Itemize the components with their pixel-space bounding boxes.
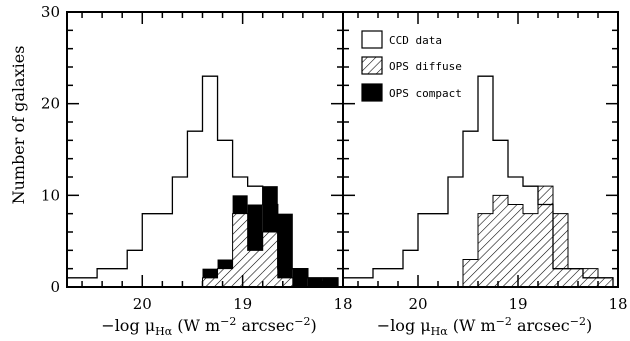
left-ops-compact-bar-12 <box>247 204 263 251</box>
legend-swatch-ops-compact <box>361 83 383 102</box>
legend-label-ops-compact: OPS compact <box>389 87 462 100</box>
left-ops-compact-bar-16 <box>307 277 323 287</box>
left-ops-diffuse-bar-10 <box>217 268 233 287</box>
right-ops-diffuse-bar-10 <box>493 195 508 287</box>
left-ops-compact-bar-9 <box>202 268 218 278</box>
left-ops-compact-bar-13 <box>262 186 278 232</box>
left-xtick-label-18: 18 <box>333 295 352 313</box>
left-plot-frame <box>66 11 344 288</box>
legend-swatch-ops-diffuse <box>361 56 383 75</box>
left-x-axis-label: −log μHα (W m−2 arcsec−2) <box>101 315 316 338</box>
right-ops-diffuse-bar-8 <box>463 259 478 287</box>
right-x-axis-label-close: ) <box>586 316 592 335</box>
left-x-axis-label-sub: Hα <box>155 325 173 338</box>
left-ops-compact-bar-17 <box>322 277 338 287</box>
right-histogram-panel: 20 19 18 −log μHα (W m−2 arcsec−2) <box>342 11 628 338</box>
left-ops-compact-bar-10 <box>217 259 233 269</box>
left-ops-compact-bar-14 <box>277 213 293 278</box>
right-tick-labels: 20 19 18 <box>408 295 627 313</box>
left-ytick-label-20: 20 <box>41 95 60 113</box>
right-xtick-label-19: 19 <box>508 295 527 313</box>
right-x-axis-label-sub: Hα <box>431 325 449 338</box>
left-xtick-label-19: 19 <box>233 295 252 313</box>
left-ops-diffuse-bar-13 <box>262 232 278 287</box>
left-ccd-step-line <box>66 75 339 287</box>
legend: CCD data OPS diffuse OPS compact <box>361 30 462 102</box>
right-x-axis-label-exp2: −2 <box>570 315 586 328</box>
legend-label-ccd: CCD data <box>389 34 442 47</box>
right-ops-diffuse-bar-15 <box>568 268 583 287</box>
left-x-axis-label-exp: −2 <box>220 315 236 328</box>
left-ticks <box>67 11 344 288</box>
left-x-axis-label-main: −log μ <box>101 316 155 335</box>
right-x-axis-label-exp: −2 <box>496 315 512 328</box>
left-x-axis-label-close: ) <box>310 316 316 335</box>
right-ccd-step-line <box>342 75 614 287</box>
right-plot-frame <box>342 11 619 288</box>
right-ops-diffuse-bar-12 <box>523 213 538 287</box>
left-ytick-label-30: 30 <box>41 3 60 21</box>
left-ops-diffuse-bar-14 <box>277 277 293 287</box>
left-ops-diffuse-bar-12 <box>247 250 263 287</box>
right-xtick-label-18: 18 <box>608 295 627 313</box>
right-x-axis-label: −log μHα (W m−2 arcsec−2) <box>377 315 592 338</box>
legend-label-ops-diffuse: OPS diffuse <box>389 60 462 73</box>
left-xtick-label-20: 20 <box>133 295 152 313</box>
left-x-axis-label-units2: arcsec <box>236 316 294 335</box>
legend-swatch-ccd <box>361 30 383 49</box>
left-ops-compact-bar-15 <box>292 268 308 287</box>
left-ops-diffuse-bar-11 <box>232 213 248 287</box>
left-ytick-label-0: 0 <box>50 278 60 296</box>
right-x-axis-label-units2: arcsec <box>512 316 570 335</box>
right-x-axis-label-units: (W m <box>453 316 496 335</box>
right-xtick-label-20: 20 <box>408 295 427 313</box>
left-bars <box>66 75 339 288</box>
left-ops-compact-bar-11 <box>232 195 248 214</box>
right-ops-diffuse-bar-11 <box>508 204 523 287</box>
right-ops-diffuse-bar-14 <box>553 213 568 287</box>
left-x-axis-label-exp2: −2 <box>294 315 310 328</box>
left-tick-labels: 20 19 18 0 10 20 30 <box>41 3 353 313</box>
left-ops-diffuse-bar-9 <box>202 277 218 287</box>
left-ytick-label-10: 10 <box>41 186 60 204</box>
right-x-axis-label-main: −log μ <box>377 316 431 335</box>
left-x-axis-label-units: (W m <box>177 316 220 335</box>
right-ops-diffuse-bar-9 <box>478 213 493 287</box>
right-ops-diffuse-bar-13 <box>538 186 553 287</box>
right-ops-diffuse-bar-17 <box>598 277 613 287</box>
right-bars <box>342 75 614 288</box>
y-axis-label: Number of galaxies <box>9 46 28 205</box>
